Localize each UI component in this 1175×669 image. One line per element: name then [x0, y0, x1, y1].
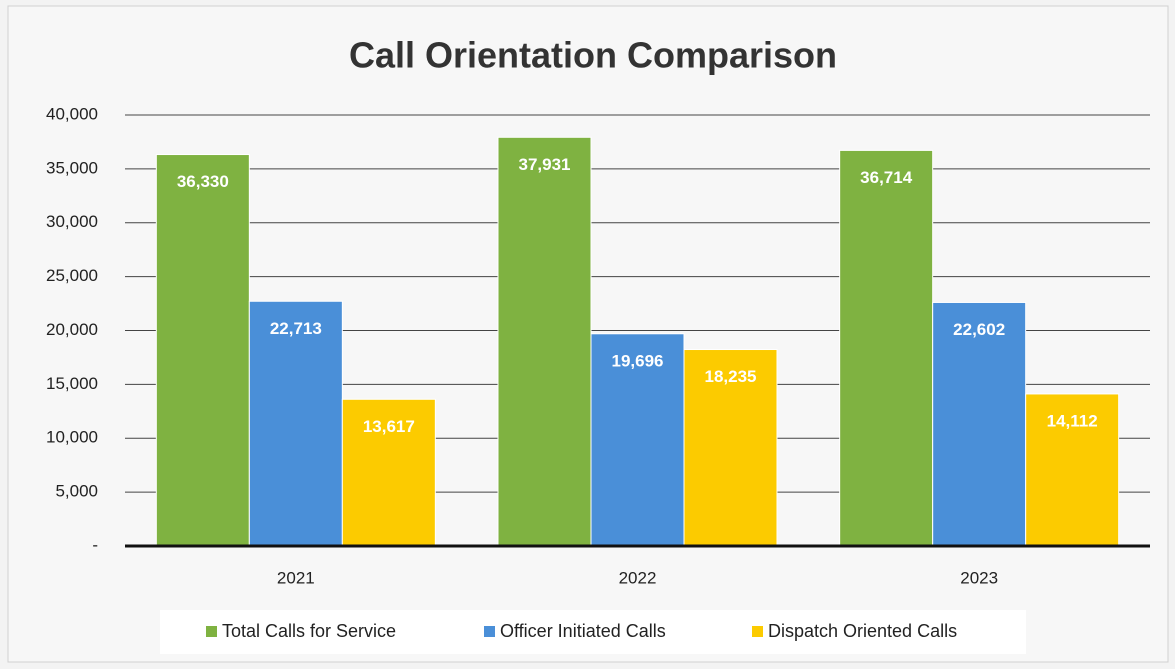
data-label: 22,602 — [953, 320, 1005, 339]
y-tick-label: 30,000 — [46, 212, 98, 231]
data-label: 18,235 — [705, 367, 757, 386]
legend-swatch — [484, 626, 495, 637]
y-tick-label: 35,000 — [46, 158, 98, 177]
y-tick-label: 25,000 — [46, 266, 98, 285]
bar — [341, 398, 436, 547]
y-tick-label: 15,000 — [46, 374, 98, 393]
data-label: 22,713 — [270, 319, 322, 338]
chart-title: Call Orientation Comparison — [349, 35, 837, 76]
y-tick-label: 40,000 — [46, 104, 98, 123]
bar — [497, 136, 592, 547]
y-tick-label: 20,000 — [46, 320, 98, 339]
bar — [1025, 393, 1120, 547]
x-tick-label: 2023 — [960, 568, 998, 587]
bar — [839, 149, 934, 547]
legend-swatch — [206, 626, 217, 637]
data-label: 37,931 — [519, 155, 571, 174]
y-tick-label: - — [92, 535, 98, 554]
bar — [683, 349, 778, 547]
legend-label: Total Calls for Service — [222, 621, 396, 641]
x-tick-label: 2021 — [277, 568, 315, 587]
bar — [155, 154, 250, 547]
y-tick-label: 10,000 — [46, 428, 98, 447]
data-label: 19,696 — [612, 351, 664, 370]
data-label: 36,330 — [177, 172, 229, 191]
legend-swatch — [752, 626, 763, 637]
data-label: 14,112 — [1047, 411, 1098, 430]
legend-label: Dispatch Oriented Calls — [768, 621, 957, 641]
bar — [932, 301, 1027, 547]
data-label: 36,714 — [860, 168, 913, 187]
y-tick-label: 5,000 — [55, 482, 98, 501]
legend-label: Officer Initiated Calls — [500, 621, 666, 641]
bar — [248, 300, 343, 547]
data-label: 13,617 — [363, 417, 415, 436]
bar — [590, 333, 685, 547]
x-tick-label: 2022 — [619, 568, 657, 587]
legend-box — [160, 610, 1026, 654]
